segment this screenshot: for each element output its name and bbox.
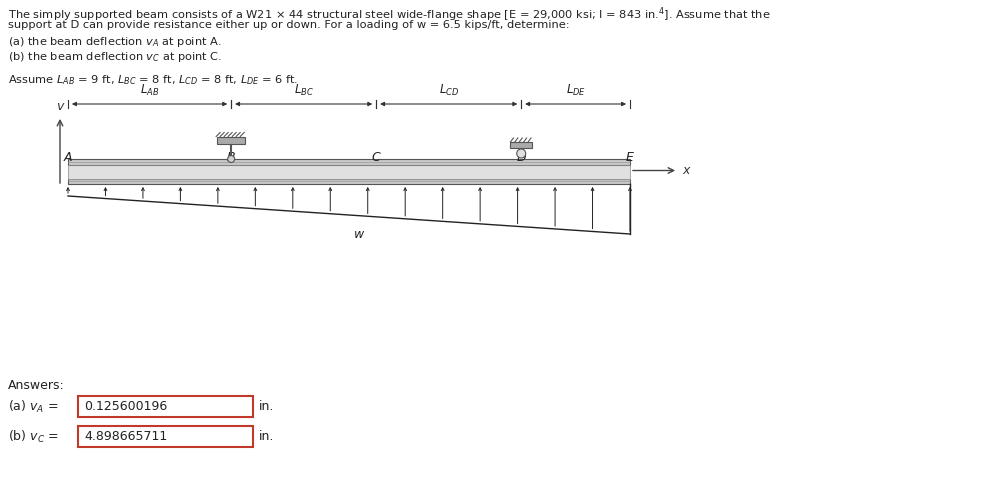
Text: B: B — [227, 151, 236, 164]
Text: in.: in. — [259, 430, 274, 444]
Text: w: w — [354, 228, 364, 241]
Text: 0.125600196: 0.125600196 — [84, 401, 167, 413]
Text: 4.898665711: 4.898665711 — [84, 430, 167, 444]
Text: (a) the beam deflection $v_A$ at point A.: (a) the beam deflection $v_A$ at point A… — [8, 35, 221, 49]
Text: $L_{CD}$: $L_{CD}$ — [438, 83, 459, 98]
Text: in.: in. — [259, 401, 274, 413]
Text: E: E — [626, 151, 634, 164]
Text: C: C — [372, 151, 380, 164]
FancyBboxPatch shape — [78, 426, 253, 448]
Bar — [68, 165, 630, 178]
Text: The simply supported beam consists of a W21 $\times$ 44 structural steel wide-fl: The simply supported beam consists of a … — [8, 5, 771, 24]
Text: x: x — [682, 164, 689, 177]
Bar — [510, 142, 532, 148]
Circle shape — [228, 156, 235, 163]
Text: (b) the beam deflection $v_C$ at point C.: (b) the beam deflection $v_C$ at point C… — [8, 50, 222, 64]
Text: support at D can provide resistance either up or down. For a loading of w = 6.5 : support at D can provide resistance eith… — [8, 20, 569, 30]
Text: $L_{BC}$: $L_{BC}$ — [294, 83, 314, 98]
Bar — [217, 136, 245, 143]
Bar — [68, 159, 630, 165]
Text: $L_{DE}$: $L_{DE}$ — [565, 83, 586, 98]
FancyBboxPatch shape — [78, 397, 253, 417]
Text: v: v — [56, 100, 64, 113]
Text: $L_{AB}$: $L_{AB}$ — [140, 83, 159, 98]
Bar — [68, 178, 630, 184]
Text: (a) $v_A$ =: (a) $v_A$ = — [8, 399, 58, 415]
Text: (b) $v_C$ =: (b) $v_C$ = — [8, 429, 59, 445]
Text: A: A — [64, 151, 72, 164]
Text: D: D — [516, 151, 526, 164]
Text: Assume $L_{AB}$ = 9 ft, $L_{BC}$ = 8 ft, $L_{CD}$ = 8 ft, $L_{DE}$ = 6 ft.: Assume $L_{AB}$ = 9 ft, $L_{BC}$ = 8 ft,… — [8, 73, 298, 87]
Text: Answers:: Answers: — [8, 379, 65, 392]
Circle shape — [517, 149, 526, 158]
